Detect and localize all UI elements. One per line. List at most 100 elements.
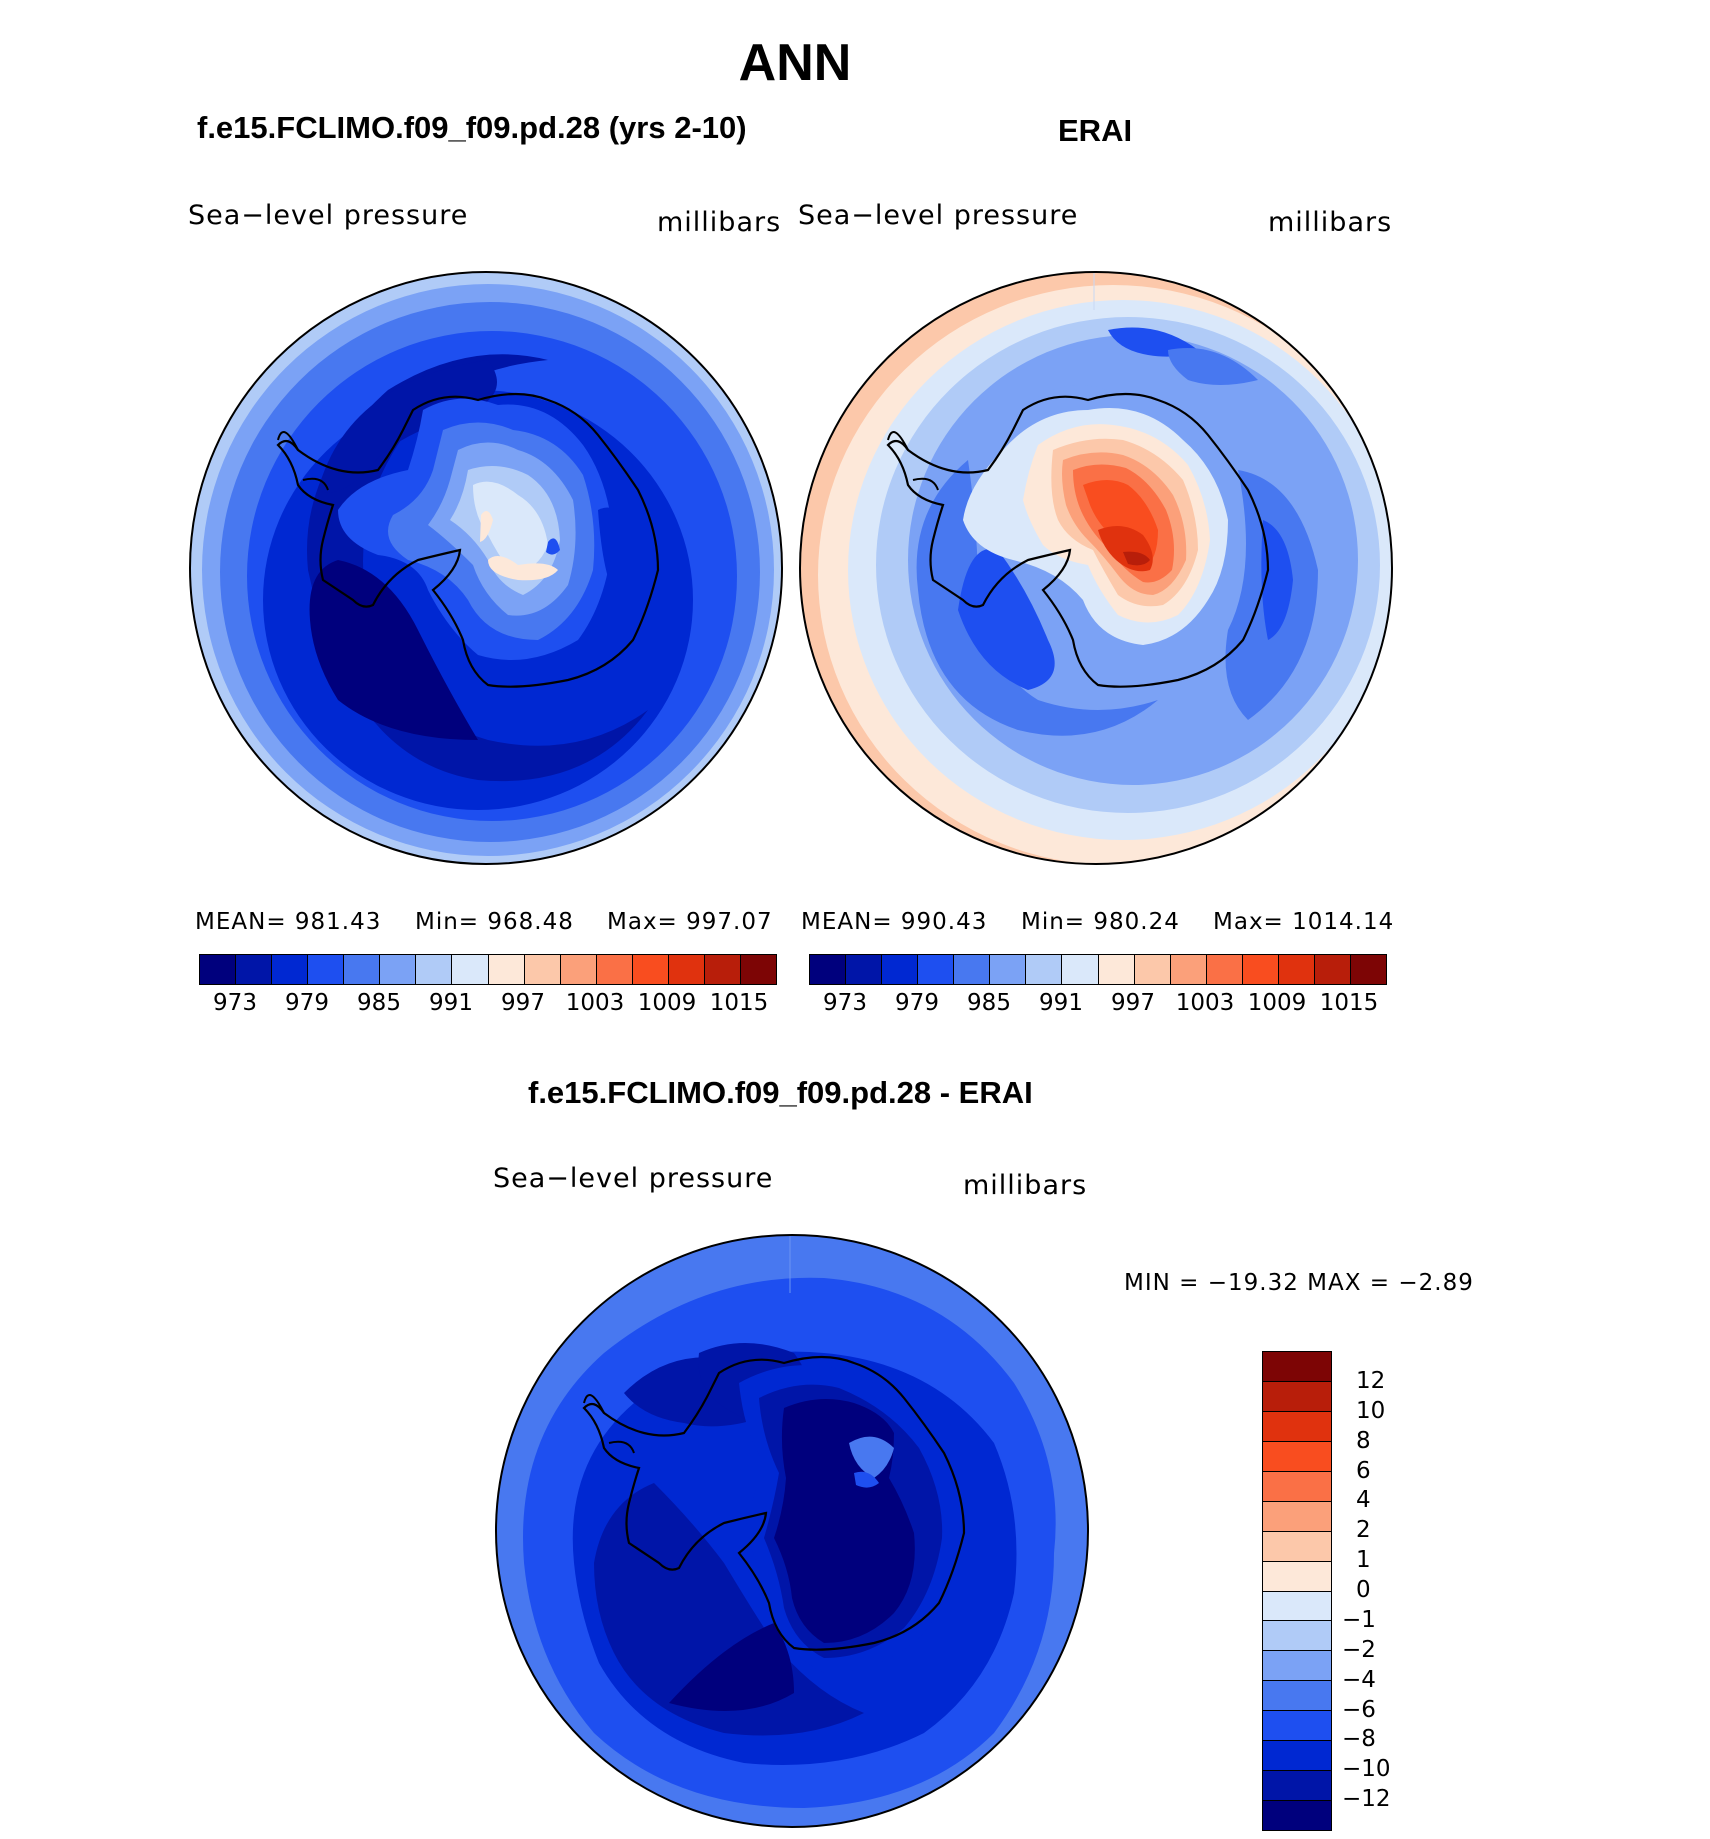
colorbar-swatch bbox=[1098, 955, 1135, 984]
colorbar-tick-label: −10 bbox=[1342, 1756, 1391, 1783]
colorbar-tick-label: 1009 bbox=[637, 990, 697, 1016]
colorbar-swatch bbox=[1263, 1741, 1331, 1772]
colorbar-swatch bbox=[1134, 955, 1171, 984]
colorbar-swatch bbox=[596, 955, 633, 984]
colorbar-swatch bbox=[1206, 955, 1243, 984]
colorbar-tick-label: 12 bbox=[1356, 1367, 1386, 1394]
panel-obs-units-label: millibars bbox=[1268, 207, 1393, 238]
colorbar-tick-label: 0 bbox=[1356, 1577, 1371, 1603]
colorbar-swatch bbox=[1263, 1651, 1331, 1682]
diff-panel-minmax: MIN = −19.32 MAX = −2.89 bbox=[1124, 1270, 1474, 1296]
panel-model-title: f.e15.FCLIMO.f09_f09.pd.28 (yrs 2-10) bbox=[197, 110, 747, 145]
colorbar-swatch bbox=[810, 955, 847, 984]
colorbar-model bbox=[199, 954, 777, 985]
colorbar-tick-label: 1003 bbox=[1175, 990, 1235, 1016]
colorbar-swatch bbox=[344, 955, 381, 984]
colorbar-tick-label: 1009 bbox=[1247, 990, 1307, 1016]
colorbar-swatch bbox=[1263, 1501, 1331, 1532]
colorbar-tick-label: −8 bbox=[1342, 1726, 1376, 1753]
colorbar-swatch bbox=[488, 955, 525, 984]
colorbar-tick-label: 997 bbox=[1111, 990, 1155, 1016]
colorbar-swatch bbox=[1263, 1591, 1331, 1622]
colorbar-tick-label: 2 bbox=[1356, 1517, 1371, 1544]
diff-panel-variable-label: Sea−level pressure bbox=[493, 1163, 774, 1194]
colorbar-swatch bbox=[1278, 955, 1315, 984]
colorbar-difference bbox=[1262, 1351, 1332, 1831]
colorbar-swatch bbox=[1170, 955, 1207, 984]
colorbar-tick-label: 979 bbox=[285, 990, 329, 1016]
colorbar-tick-label: 1015 bbox=[709, 990, 769, 1016]
colorbar-swatch bbox=[990, 955, 1027, 984]
colorbar-tick-label: 973 bbox=[823, 990, 867, 1016]
panel-obs-variable-label: Sea−level pressure bbox=[798, 200, 1079, 231]
colorbar-swatch bbox=[1263, 1801, 1331, 1830]
panel-obs-min: Min= 980.24 bbox=[1021, 909, 1180, 935]
colorbar-tick-label: 8 bbox=[1356, 1427, 1371, 1454]
colorbar-obs-ticks: 973 979 985 991 997 1003 1009 1015 bbox=[809, 990, 1385, 1020]
colorbar-difference-ticks: 12 10 8 6 4 2 1 0 −1 −2 −4 −6 −8 −10 −12 bbox=[1342, 1351, 1422, 1829]
colorbar-swatch bbox=[1263, 1621, 1331, 1652]
colorbar-swatch bbox=[1263, 1531, 1331, 1562]
colorbar-tick-label: 991 bbox=[1039, 990, 1083, 1016]
colorbar-swatch bbox=[882, 955, 919, 984]
colorbar-swatch bbox=[200, 955, 237, 984]
colorbar-swatch bbox=[704, 955, 741, 984]
colorbar-swatch bbox=[1242, 955, 1279, 984]
colorbar-tick-label: −4 bbox=[1342, 1666, 1376, 1693]
colorbar-swatch bbox=[560, 955, 597, 984]
colorbar-swatch bbox=[524, 955, 561, 984]
panel-model-variable-label: Sea−level pressure bbox=[188, 200, 469, 231]
colorbar-swatch bbox=[632, 955, 669, 984]
colorbar-swatch bbox=[1263, 1471, 1331, 1502]
colorbar-swatch bbox=[1062, 955, 1099, 984]
colorbar-tick-label: 1015 bbox=[1319, 990, 1379, 1016]
colorbar-tick-label: −6 bbox=[1342, 1696, 1376, 1723]
colorbar-swatch bbox=[1263, 1771, 1331, 1802]
polar-map-difference bbox=[495, 1234, 1089, 1828]
panel-obs-max: Max= 1014.14 bbox=[1213, 909, 1395, 935]
colorbar-swatch bbox=[1263, 1681, 1331, 1712]
colorbar-swatch bbox=[1263, 1411, 1331, 1442]
colorbar-swatch bbox=[1350, 955, 1386, 984]
colorbar-swatch bbox=[1263, 1711, 1331, 1742]
colorbar-tick-label: 4 bbox=[1356, 1487, 1371, 1514]
colorbar-tick-label: 1 bbox=[1356, 1547, 1371, 1574]
colorbar-tick-label: 979 bbox=[895, 990, 939, 1016]
colorbar-swatch bbox=[416, 955, 453, 984]
colorbar-swatch bbox=[236, 955, 273, 984]
colorbar-swatch bbox=[740, 955, 776, 984]
polar-map-model bbox=[189, 271, 783, 865]
colorbar-tick-label: 10 bbox=[1356, 1397, 1386, 1424]
colorbar-swatch bbox=[452, 955, 489, 984]
colorbar-tick-label: 985 bbox=[357, 990, 401, 1016]
colorbar-swatch bbox=[954, 955, 991, 984]
colorbar-swatch bbox=[380, 955, 417, 984]
colorbar-tick-label: 6 bbox=[1356, 1457, 1371, 1484]
colorbar-tick-label: 991 bbox=[429, 990, 473, 1016]
polar-map-obs bbox=[799, 271, 1393, 865]
panel-model-mean: MEAN= 981.43 bbox=[195, 909, 382, 935]
colorbar-swatch bbox=[308, 955, 345, 984]
colorbar-swatch bbox=[1263, 1441, 1331, 1472]
diff-panel-units-label: millibars bbox=[963, 1170, 1088, 1201]
colorbar-tick-label: 997 bbox=[501, 990, 545, 1016]
panel-model-max: Max= 997.07 bbox=[607, 909, 773, 935]
colorbar-tick-label: 973 bbox=[213, 990, 257, 1016]
panel-model-units-label: millibars bbox=[657, 207, 782, 238]
colorbar-swatch bbox=[272, 955, 309, 984]
colorbar-swatch bbox=[1263, 1561, 1331, 1592]
colorbar-obs bbox=[809, 954, 1387, 985]
colorbar-tick-label: −1 bbox=[1342, 1606, 1376, 1633]
colorbar-swatch bbox=[1026, 955, 1063, 984]
panel-model-min: Min= 968.48 bbox=[415, 909, 574, 935]
colorbar-swatch bbox=[846, 955, 883, 984]
colorbar-swatch bbox=[918, 955, 955, 984]
colorbar-tick-label: 985 bbox=[967, 990, 1011, 1016]
panel-obs-title: ERAI bbox=[1058, 113, 1133, 148]
colorbar-swatch bbox=[1263, 1381, 1331, 1412]
colorbar-tick-label: −2 bbox=[1342, 1636, 1376, 1663]
colorbar-model-ticks: 973 979 985 991 997 1003 1009 1015 bbox=[199, 990, 775, 1020]
page-title: ANN bbox=[738, 34, 852, 92]
colorbar-tick-label: −12 bbox=[1342, 1786, 1391, 1813]
colorbar-tick-label: 1003 bbox=[565, 990, 625, 1016]
